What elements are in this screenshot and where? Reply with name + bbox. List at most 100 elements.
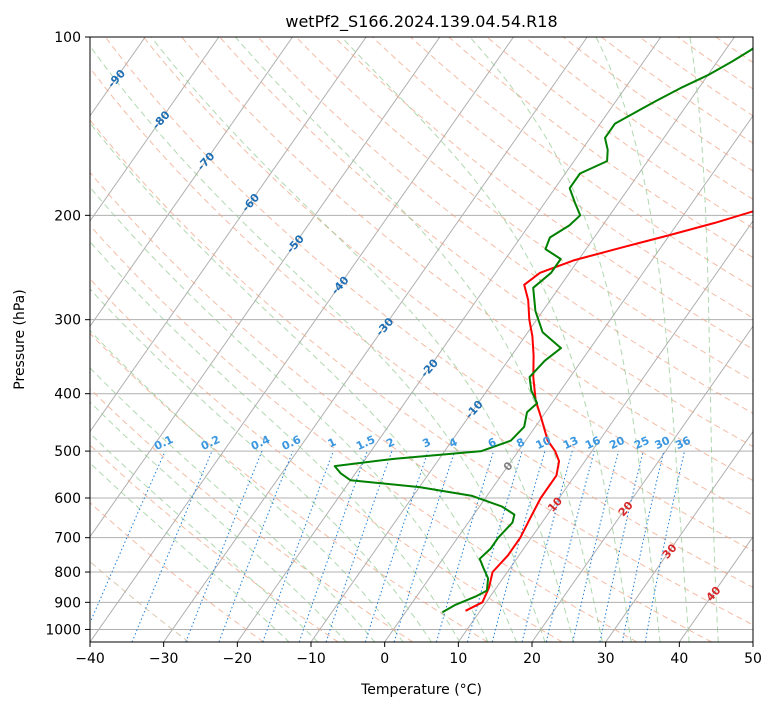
mixing-ratio-line [545, 450, 595, 642]
sounding-series [333, 47, 753, 614]
moist-adiabat [90, 288, 432, 642]
isotherm-line [384, 114, 753, 642]
y-tick-label: 400 [54, 387, 81, 403]
isotherm-line [163, 37, 588, 642]
mixing-ratio-line [393, 450, 456, 642]
isotherm-line [752, 641, 753, 642]
dry-adiabat [257, 37, 753, 414]
dry-adiabat [333, 37, 753, 350]
y-tick-label: 700 [54, 531, 81, 547]
x-tick-label: 40 [670, 651, 688, 667]
mixing-ratio-label: 36 [673, 434, 693, 452]
dry-adiabat [486, 37, 753, 229]
dry-adiabat [448, 37, 753, 259]
mixing-ratio-label: 30 [653, 434, 673, 452]
dry-adiabat [562, 37, 753, 172]
isotherm-line [605, 430, 753, 642]
dry-adiabat [410, 37, 753, 289]
mixing-ratio-line [491, 450, 546, 642]
mixing-ratio-label: 13 [561, 434, 580, 452]
mixing-ratio-label: 10 [534, 434, 554, 452]
mixing-ratio-label: 4 [447, 435, 460, 450]
mixing-ratio-label: 0.6 [280, 433, 303, 453]
isotherm-line [310, 37, 735, 642]
x-axis: −40 −30 −20 −10 0 10 20 30 40 50 [75, 642, 762, 667]
dry-adiabat-label: -40 [329, 274, 352, 298]
isotherm-line [90, 37, 293, 328]
isotherm-lines [0, 37, 753, 642]
y-tick-label: 800 [54, 565, 81, 581]
plot-background: 0.1 0.2 0.4 0.6 1 1.5 2 3 4 6 8 10 13 16 20 25 30 36-100-… [0, 37, 753, 642]
mixing-ratio-line [599, 450, 644, 642]
dry-adiabat [715, 37, 753, 64]
dry-adiabat-label: -10 [463, 398, 486, 422]
y-tick-label: 600 [54, 491, 81, 507]
mixing-ratio-label: 3 [420, 435, 432, 450]
moist-adiabat [90, 45, 546, 642]
isotherm-line [236, 37, 662, 642]
mixing-ratio-line [185, 450, 263, 642]
y-axis: 100 200 300 400 500 600 700 800 900 1000 [45, 30, 90, 638]
isotherm-line [0, 37, 72, 642]
x-tick-label: −30 [149, 651, 179, 667]
isotherm-line [90, 37, 514, 642]
isobar-gridlines [90, 37, 753, 630]
moist-adiabat [469, 37, 661, 642]
dry-adiabat-label: -80 [150, 108, 173, 132]
dry-adiabat-label: 40 [704, 584, 724, 604]
mixing-ratio-label: 1.5 [354, 433, 377, 453]
dry-adiabat-label: -30 [373, 315, 396, 339]
y-tick-label: 200 [54, 208, 81, 224]
dewpoint-profile-line [333, 47, 753, 614]
x-tick-label: 50 [744, 651, 762, 667]
mixing-ratio-line [90, 450, 166, 625]
dry-adiabat [90, 501, 264, 642]
dry-adiabat-label: 0 [501, 459, 516, 474]
dry-adiabat [90, 278, 563, 642]
dry-adiabat [90, 444, 339, 642]
dry-adiabat-label: 30 [660, 541, 680, 561]
mixing-ratio-label: 0.1 [152, 433, 175, 453]
moist-adiabat [90, 186, 489, 642]
mixing-ratio-line [218, 450, 294, 642]
moist-adiabat [90, 432, 319, 642]
dry-adiabat-label: 10 [545, 494, 565, 514]
mixing-ratio-line [521, 450, 573, 642]
isotherm-line [531, 325, 753, 642]
mixing-ratio-label: 25 [632, 434, 651, 452]
mixing-ratio-line [435, 450, 495, 642]
y-tick-label: 300 [54, 313, 81, 329]
dry-adiabat [677, 37, 753, 90]
dry-adiabat-label: -60 [239, 191, 262, 215]
mixing-ratio-line [467, 450, 523, 642]
mixing-ratio-lines [90, 450, 685, 642]
mixing-ratio-line [572, 450, 620, 642]
moist-adiabat [689, 37, 719, 642]
mixing-ratio-label: 8 [514, 435, 526, 450]
temperature-profile-line [465, 210, 753, 612]
x-tick-label: 0 [380, 651, 389, 667]
mixing-ratio-line [131, 450, 213, 642]
mixing-ratio-label: 20 [607, 434, 627, 452]
x-tick-label: 20 [523, 651, 541, 667]
mixing-ratio-label: 1 [326, 435, 338, 450]
mixing-ratio-label: 0.4 [249, 433, 272, 453]
dry-adiabat [104, 37, 753, 552]
mixing-ratio-line [262, 450, 334, 642]
moist-adiabat [90, 122, 517, 642]
dry-adiabat [90, 224, 638, 642]
mixing-ratio-label: 16 [583, 434, 603, 452]
dry-adiabat-lines [90, 37, 753, 642]
dry-adiabat [524, 37, 753, 200]
dry-adiabat-label: -70 [195, 149, 218, 173]
mixing-ratio-line [325, 450, 393, 642]
moist-adiabat [150, 37, 575, 642]
plot-frame [89, 36, 754, 643]
mixing-ratio-line [364, 450, 429, 642]
dry-adiabat [143, 37, 753, 516]
isotherm-line [90, 37, 367, 433]
dry-adiabat [295, 37, 753, 382]
isotherm-line [90, 37, 441, 538]
line-annotations: 0.1 0.2 0.4 0.6 1 1.5 2 3 4 6 8 10 13 16 20 25 30 36-100-… [105, 67, 724, 604]
